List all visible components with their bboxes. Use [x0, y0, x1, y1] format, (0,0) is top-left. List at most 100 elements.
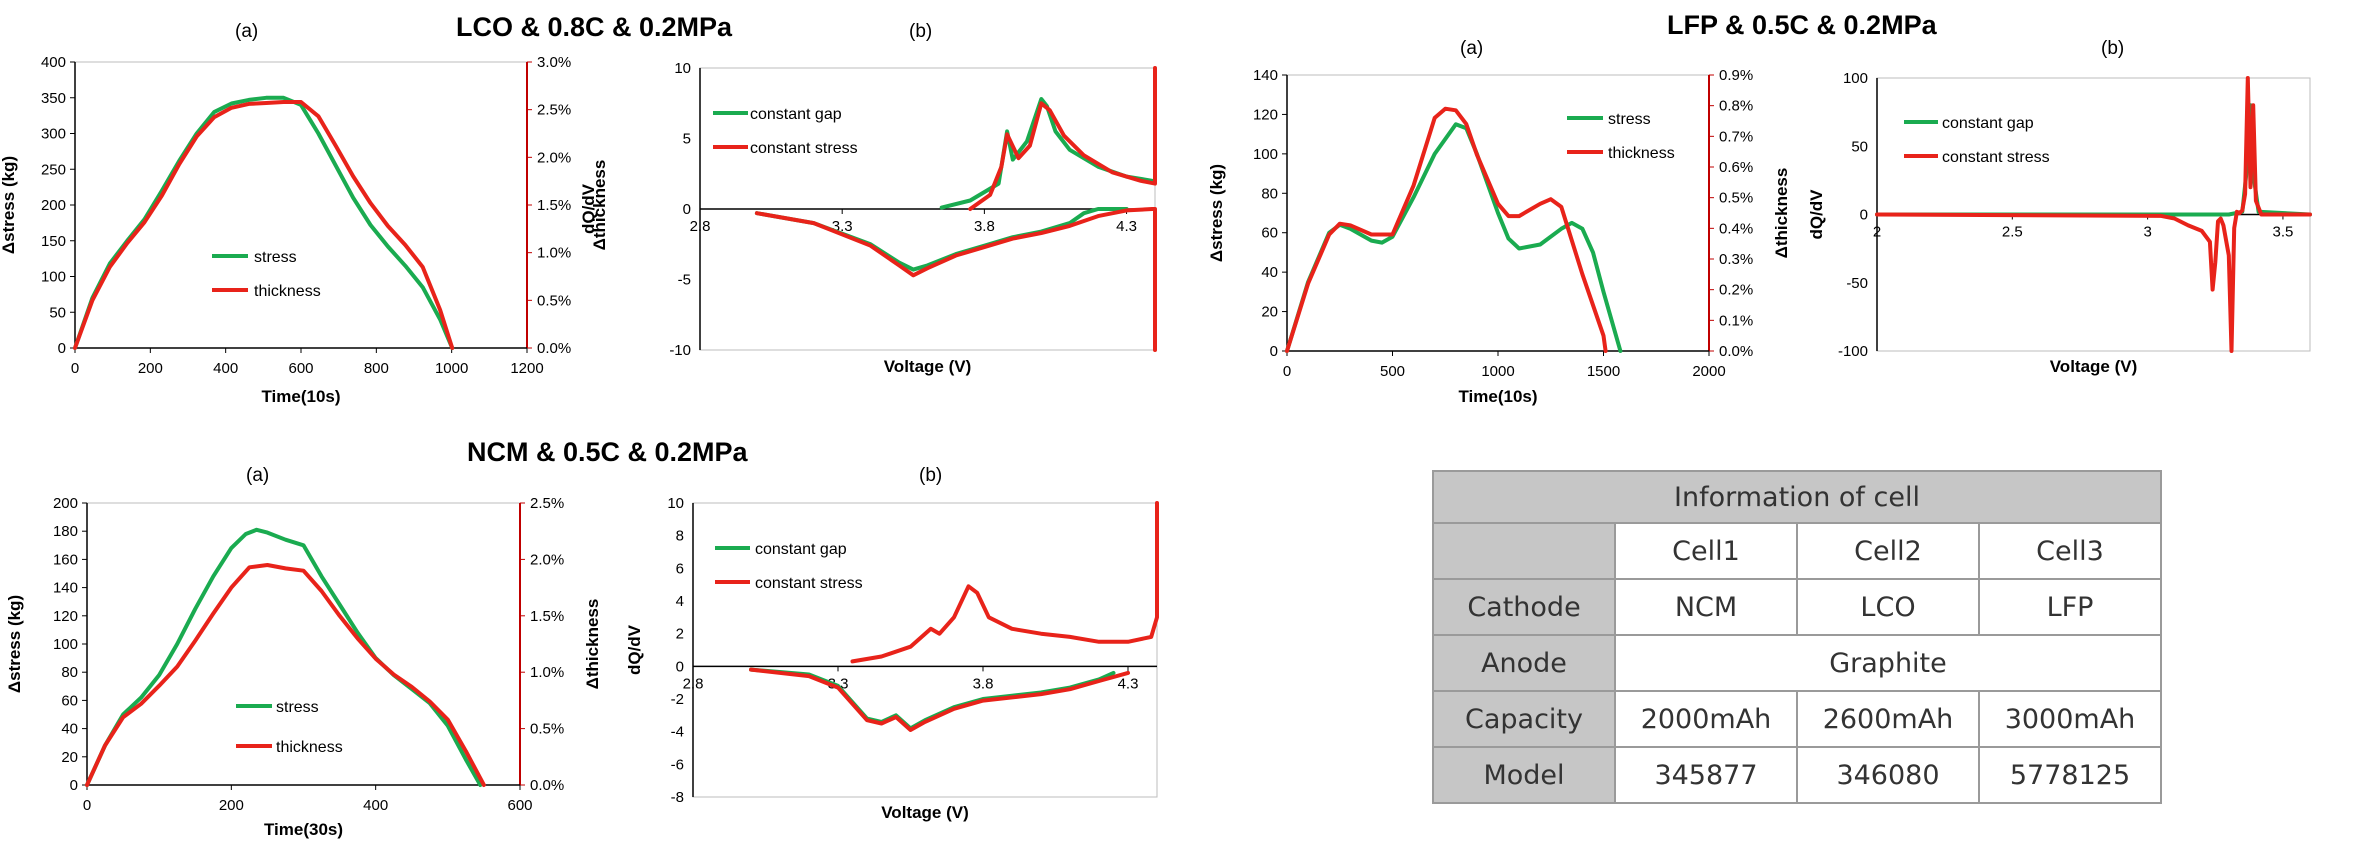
lco-a-series-thickness [73, 100, 455, 350]
lco-b-y-tick-label: -5 [678, 272, 691, 289]
lfp-a-x-tick-label: 500 [1380, 363, 1405, 380]
lco-a-y-tick-label: 100 [41, 269, 66, 286]
table-row-capacity: Capacity 2000mAh 2600mAh 3000mAh [1432, 690, 2162, 748]
lfp-b-y-tick-label: -50 [1846, 275, 1868, 292]
ncm-b-x-tick-label: 2.8 [683, 675, 704, 692]
lco-b-series-constant-stress [968, 66, 1157, 211]
ncm-b-x-tick-label: 4.3 [1118, 675, 1139, 692]
ncm-a-y2-tick-label: 2.0% [530, 551, 564, 568]
lfp-a-y-axis-title: Δstress (kg) [1207, 164, 1226, 262]
lco-a-y-axis-title: Δstress (kg) [0, 156, 18, 254]
ncm-b-y-tick-label: 4 [676, 593, 684, 610]
lfp-b-x-tick-label: 2.5 [2002, 224, 2023, 241]
lco-b-legend-label: constant stress [750, 140, 858, 157]
ncm-a-y2-tick-label: 2.5% [530, 495, 564, 512]
lco-b-y-tick-label: -10 [669, 342, 691, 359]
lco-a-y2-tick-label: 0.0% [537, 340, 571, 357]
ncm-a-y2-tick-label: 0.5% [530, 721, 564, 738]
lfp-a-legend-label: stress [1608, 111, 1651, 128]
lfp-a-legend-label: thickness [1608, 145, 1675, 162]
ncm-a-x-tick-label: 0 [83, 797, 91, 814]
ncm-b-y-tick-label: 0 [676, 658, 684, 675]
lco-a-legend-label: stress [254, 249, 297, 266]
lco-a-x-tick-label: 200 [138, 360, 163, 377]
lfp-b-x-axis-title: Voltage (V) [2050, 357, 2138, 376]
lco-b-y-axis-title: dQ/dV [579, 183, 598, 234]
lco-b-y-tick-label: 5 [683, 131, 691, 148]
row-label-capacity: Capacity [1432, 690, 1616, 748]
row-label-cathode: Cathode [1432, 578, 1616, 636]
ncm-a-legend-label: stress [276, 699, 319, 716]
ncm-b-series-constant-stress [850, 501, 1159, 664]
title-lco: LCO & 0.8C & 0.2MPa [456, 12, 733, 42]
ncm-a-x-tick-label: 200 [219, 797, 244, 814]
ncm-b-y-tick-label: -6 [671, 756, 684, 773]
ncm-a-y-tick-label: 0 [70, 777, 78, 794]
lco-a-x-tick-label: 600 [288, 360, 313, 377]
ncm-a-y-tick-label: 160 [53, 551, 78, 568]
lco-a-y-tick-label: 350 [41, 90, 66, 107]
table-cell: 2600mAh [1796, 690, 1980, 748]
lco-a-y-tick-label: 400 [41, 54, 66, 71]
lco-b-x-tick-label: 4.3 [1116, 218, 1137, 235]
lco-a-y2-tick-label: 1.5% [537, 197, 571, 214]
ncm-b-y-tick-label: 10 [667, 495, 684, 512]
lfp-a-y-tick-label: 120 [1253, 106, 1278, 123]
ncm-b-y-tick-label: -4 [671, 724, 684, 741]
lfp-a-y-tick-label: 0 [1270, 343, 1278, 360]
table-cell-merged: Graphite [1614, 634, 2162, 692]
lfp-a-y-tick-label: 60 [1261, 225, 1278, 242]
ncm-b-y-axis-title: dQ/dV [625, 624, 644, 675]
lfp-a-y2-tick-label: 0.1% [1719, 312, 1753, 329]
lco-a-series-stress [73, 95, 455, 350]
lco-a-x-tick-label: 400 [213, 360, 238, 377]
ncm-b-y-tick-label: 2 [676, 626, 684, 643]
table-row-cathode: Cathode NCM LCO LFP [1432, 578, 2162, 636]
table-corner [1432, 522, 1616, 580]
ncm-a-y2-tick-label: 0.0% [530, 777, 564, 794]
lco-a-x-tick-label: 0 [71, 360, 79, 377]
lfp-a-y2-tick-label: 0.5% [1719, 190, 1753, 207]
lfp-b-y-tick-label: 0 [1860, 207, 1868, 224]
column-header-cell3: Cell3 [1978, 522, 2162, 580]
lco-b-x-tick-label: 2.8 [690, 218, 711, 235]
ncm-a-y-tick-label: 200 [53, 495, 78, 512]
lfp-a-x-tick-label: 1500 [1587, 363, 1620, 380]
lco-a-legend-label: thickness [254, 283, 321, 300]
lfp-b-x-tick-label: 3.5 [2273, 224, 2294, 241]
ncm-a-y-tick-label: 180 [53, 523, 78, 540]
row-label-model: Model [1432, 746, 1616, 804]
lco-a-y-tick-label: 150 [41, 233, 66, 250]
table-row-model: Model 345877 346080 5778125 [1432, 746, 2162, 804]
panel-label-ncm-a: (a) [246, 465, 270, 486]
row-label-anode: Anode [1432, 634, 1616, 692]
ncm-b-y-tick-label: 8 [676, 528, 684, 545]
column-header-cell1: Cell1 [1614, 522, 1798, 580]
ncm-a-y-tick-label: 40 [61, 721, 78, 738]
lfp-b-y-tick-label: 50 [1851, 138, 1868, 155]
ncm-a-legend-label: thickness [276, 739, 343, 756]
ncm-b-x-tick-label: 3.8 [973, 675, 994, 692]
ncm-a-x-axis-title: Time(30s) [264, 820, 343, 839]
table-cell: 3000mAh [1978, 690, 2162, 748]
lco-b-series-constant-stress [754, 207, 1157, 352]
table-title: Information of cell [1432, 470, 2162, 524]
lfp-a-y2-tick-label: 0.3% [1719, 251, 1753, 268]
ncm-a-y-tick-label: 20 [61, 749, 78, 766]
lfp-a-y2-tick-label: 0.0% [1719, 343, 1753, 360]
lfp-b-series-constant-stress [1875, 76, 2312, 353]
lfp-a-y2-tick-label: 0.8% [1719, 98, 1753, 115]
lco-a-y-tick-label: 250 [41, 161, 66, 178]
lfp-a-x-tick-label: 2000 [1692, 363, 1725, 380]
lco-a-y-tick-label: 50 [49, 304, 66, 321]
lco-b-y-tick-label: 0 [683, 201, 691, 218]
lfp-a-y2-tick-label: 0.4% [1719, 220, 1753, 237]
panel-label-lco-b: (b) [909, 21, 933, 42]
lfp-a-x-tick-label: 1000 [1481, 363, 1514, 380]
table-cell: 5778125 [1978, 746, 2162, 804]
title-lfp: LFP & 0.5C & 0.2MPa [1667, 10, 1937, 40]
table-row-anode: Anode Graphite [1432, 634, 2162, 692]
ncm-a-x-tick-label: 600 [507, 797, 532, 814]
ncm-b-y-tick-label: 6 [676, 560, 684, 577]
